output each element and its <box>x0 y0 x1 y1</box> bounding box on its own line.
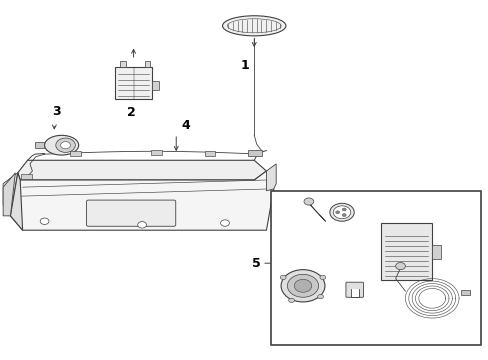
Circle shape <box>319 275 325 279</box>
Circle shape <box>342 208 346 211</box>
Circle shape <box>61 141 70 149</box>
Polygon shape <box>10 173 22 230</box>
Circle shape <box>220 220 229 226</box>
Ellipse shape <box>222 16 285 36</box>
Circle shape <box>288 298 294 302</box>
Circle shape <box>138 222 146 228</box>
Bar <box>152 81 159 90</box>
Circle shape <box>56 138 75 152</box>
Bar <box>35 142 43 148</box>
Bar <box>204 151 215 156</box>
Text: 4: 4 <box>181 118 189 132</box>
Circle shape <box>294 279 311 292</box>
Text: 5: 5 <box>251 257 260 270</box>
Circle shape <box>287 274 318 297</box>
Circle shape <box>329 203 353 221</box>
FancyBboxPatch shape <box>86 200 175 226</box>
Circle shape <box>40 218 49 225</box>
Ellipse shape <box>281 270 325 302</box>
Polygon shape <box>3 173 18 216</box>
Circle shape <box>342 213 346 216</box>
Circle shape <box>280 275 285 279</box>
Circle shape <box>335 211 339 214</box>
Bar <box>21 174 32 179</box>
Bar <box>115 67 152 99</box>
Bar <box>248 150 262 156</box>
Bar <box>70 151 81 156</box>
Bar <box>431 244 440 259</box>
Bar <box>120 60 126 67</box>
Bar <box>380 223 431 280</box>
Bar <box>271 191 480 345</box>
Polygon shape <box>10 171 273 230</box>
Bar <box>350 289 358 297</box>
Text: 3: 3 <box>52 105 61 118</box>
Text: 1: 1 <box>240 59 248 72</box>
Circle shape <box>395 262 405 270</box>
Polygon shape <box>18 160 266 180</box>
FancyBboxPatch shape <box>345 282 363 297</box>
Circle shape <box>332 206 350 219</box>
Ellipse shape <box>44 135 79 155</box>
Circle shape <box>304 198 313 205</box>
Bar <box>151 150 161 155</box>
Circle shape <box>317 294 323 299</box>
Polygon shape <box>3 173 15 216</box>
Bar <box>144 60 150 67</box>
Bar <box>461 291 469 295</box>
Polygon shape <box>266 164 276 191</box>
Text: 2: 2 <box>126 107 135 120</box>
